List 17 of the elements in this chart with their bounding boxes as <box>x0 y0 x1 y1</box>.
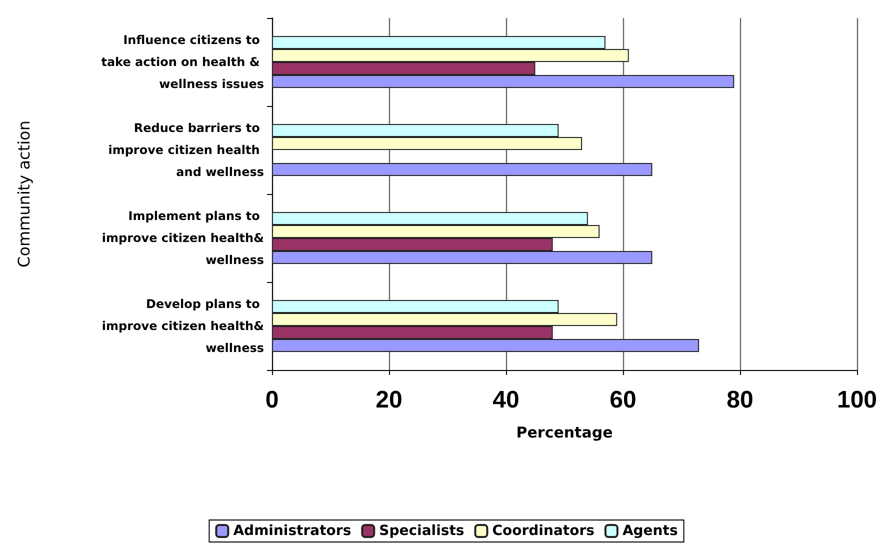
y-axis-title: Community action <box>14 120 34 268</box>
x-tick-label: 100 <box>836 386 878 414</box>
x-tick-label: 20 <box>376 386 402 414</box>
x-tick-label: 80 <box>726 386 754 414</box>
y-tick-label: Implement plans to improve citizen health&wellness <box>102 209 264 267</box>
y-tick-label: Develop plans to improve citizen health&wellness <box>102 297 264 355</box>
legend-label: Administrators <box>233 523 352 539</box>
y-tick-label: Reduce barriers to improve citizen health and wellness <box>108 121 264 179</box>
x-axis-title: Percentage <box>516 424 613 442</box>
y-tick-label: Influence citizens to take action on health & wellness issues <box>101 33 264 91</box>
x-tick-label: 0 <box>265 386 279 414</box>
legend-label: Specialists <box>379 523 464 539</box>
legend-label: Agents <box>622 523 678 539</box>
legend-label: Coordinators <box>492 523 594 539</box>
x-tick-label: 40 <box>492 386 520 414</box>
bar <box>272 163 652 176</box>
x-tick-label: 60 <box>610 386 636 414</box>
